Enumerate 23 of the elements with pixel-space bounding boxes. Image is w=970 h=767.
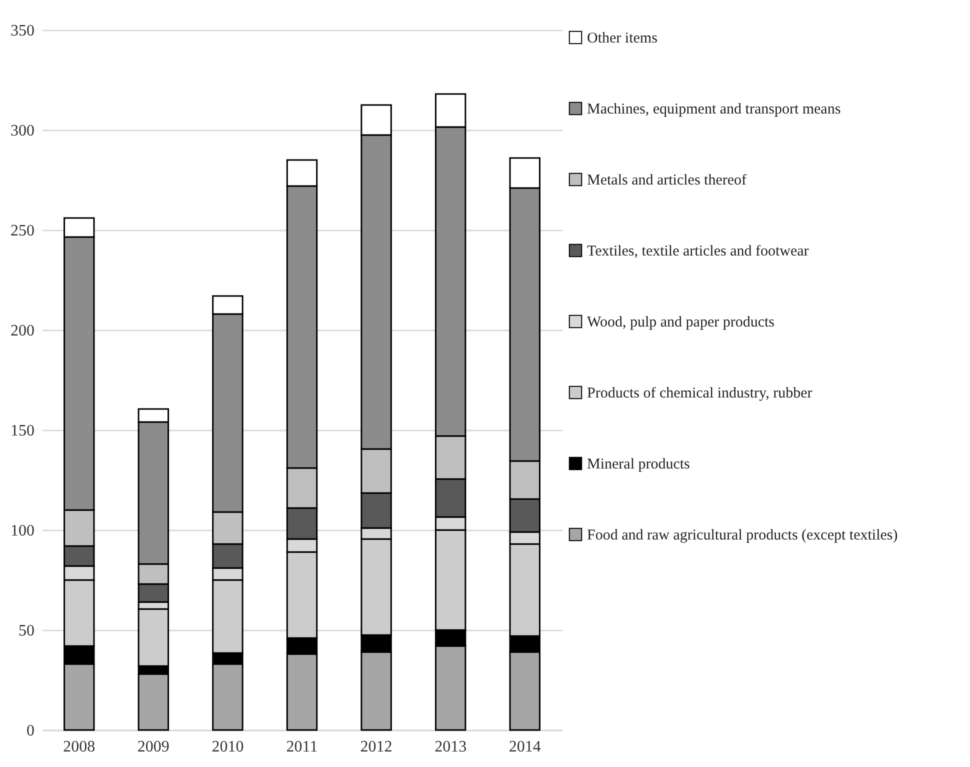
legend-label: Products of chemical industry, rubber <box>587 386 812 402</box>
x-tick-label: 2014 <box>508 738 541 756</box>
legend-label: Food and raw agricultural products (except textiles) <box>587 528 898 544</box>
legend-label: Other items <box>587 30 658 46</box>
y-tick-label: 0 <box>26 722 34 740</box>
x-tick-label: 2011 <box>286 738 318 756</box>
y-tick-label: 150 <box>10 422 34 440</box>
legend-label: Machines, equipment and transport means <box>587 102 841 118</box>
y-tick-label: 350 <box>10 22 34 40</box>
legend-label: Mineral products <box>587 456 690 472</box>
x-tick-label: 2012 <box>360 738 392 756</box>
x-tick-label: 2013 <box>434 738 467 756</box>
x-tick-label: 2008 <box>63 738 96 756</box>
y-tick-label: 250 <box>10 222 34 240</box>
y-tick-label: 300 <box>10 122 34 140</box>
legend-label: Metals and articles thereof <box>587 172 747 188</box>
y-tick-label: 200 <box>10 322 34 340</box>
y-tick-label: 50 <box>18 622 34 640</box>
x-tick-label: 2010 <box>212 738 244 756</box>
x-tick-label: 2009 <box>137 738 170 756</box>
legend-label: Textiles, textile articles and footwear <box>587 244 809 260</box>
y-tick-label: 100 <box>10 522 34 540</box>
legend-label: Wood, pulp and paper products <box>587 314 775 330</box>
